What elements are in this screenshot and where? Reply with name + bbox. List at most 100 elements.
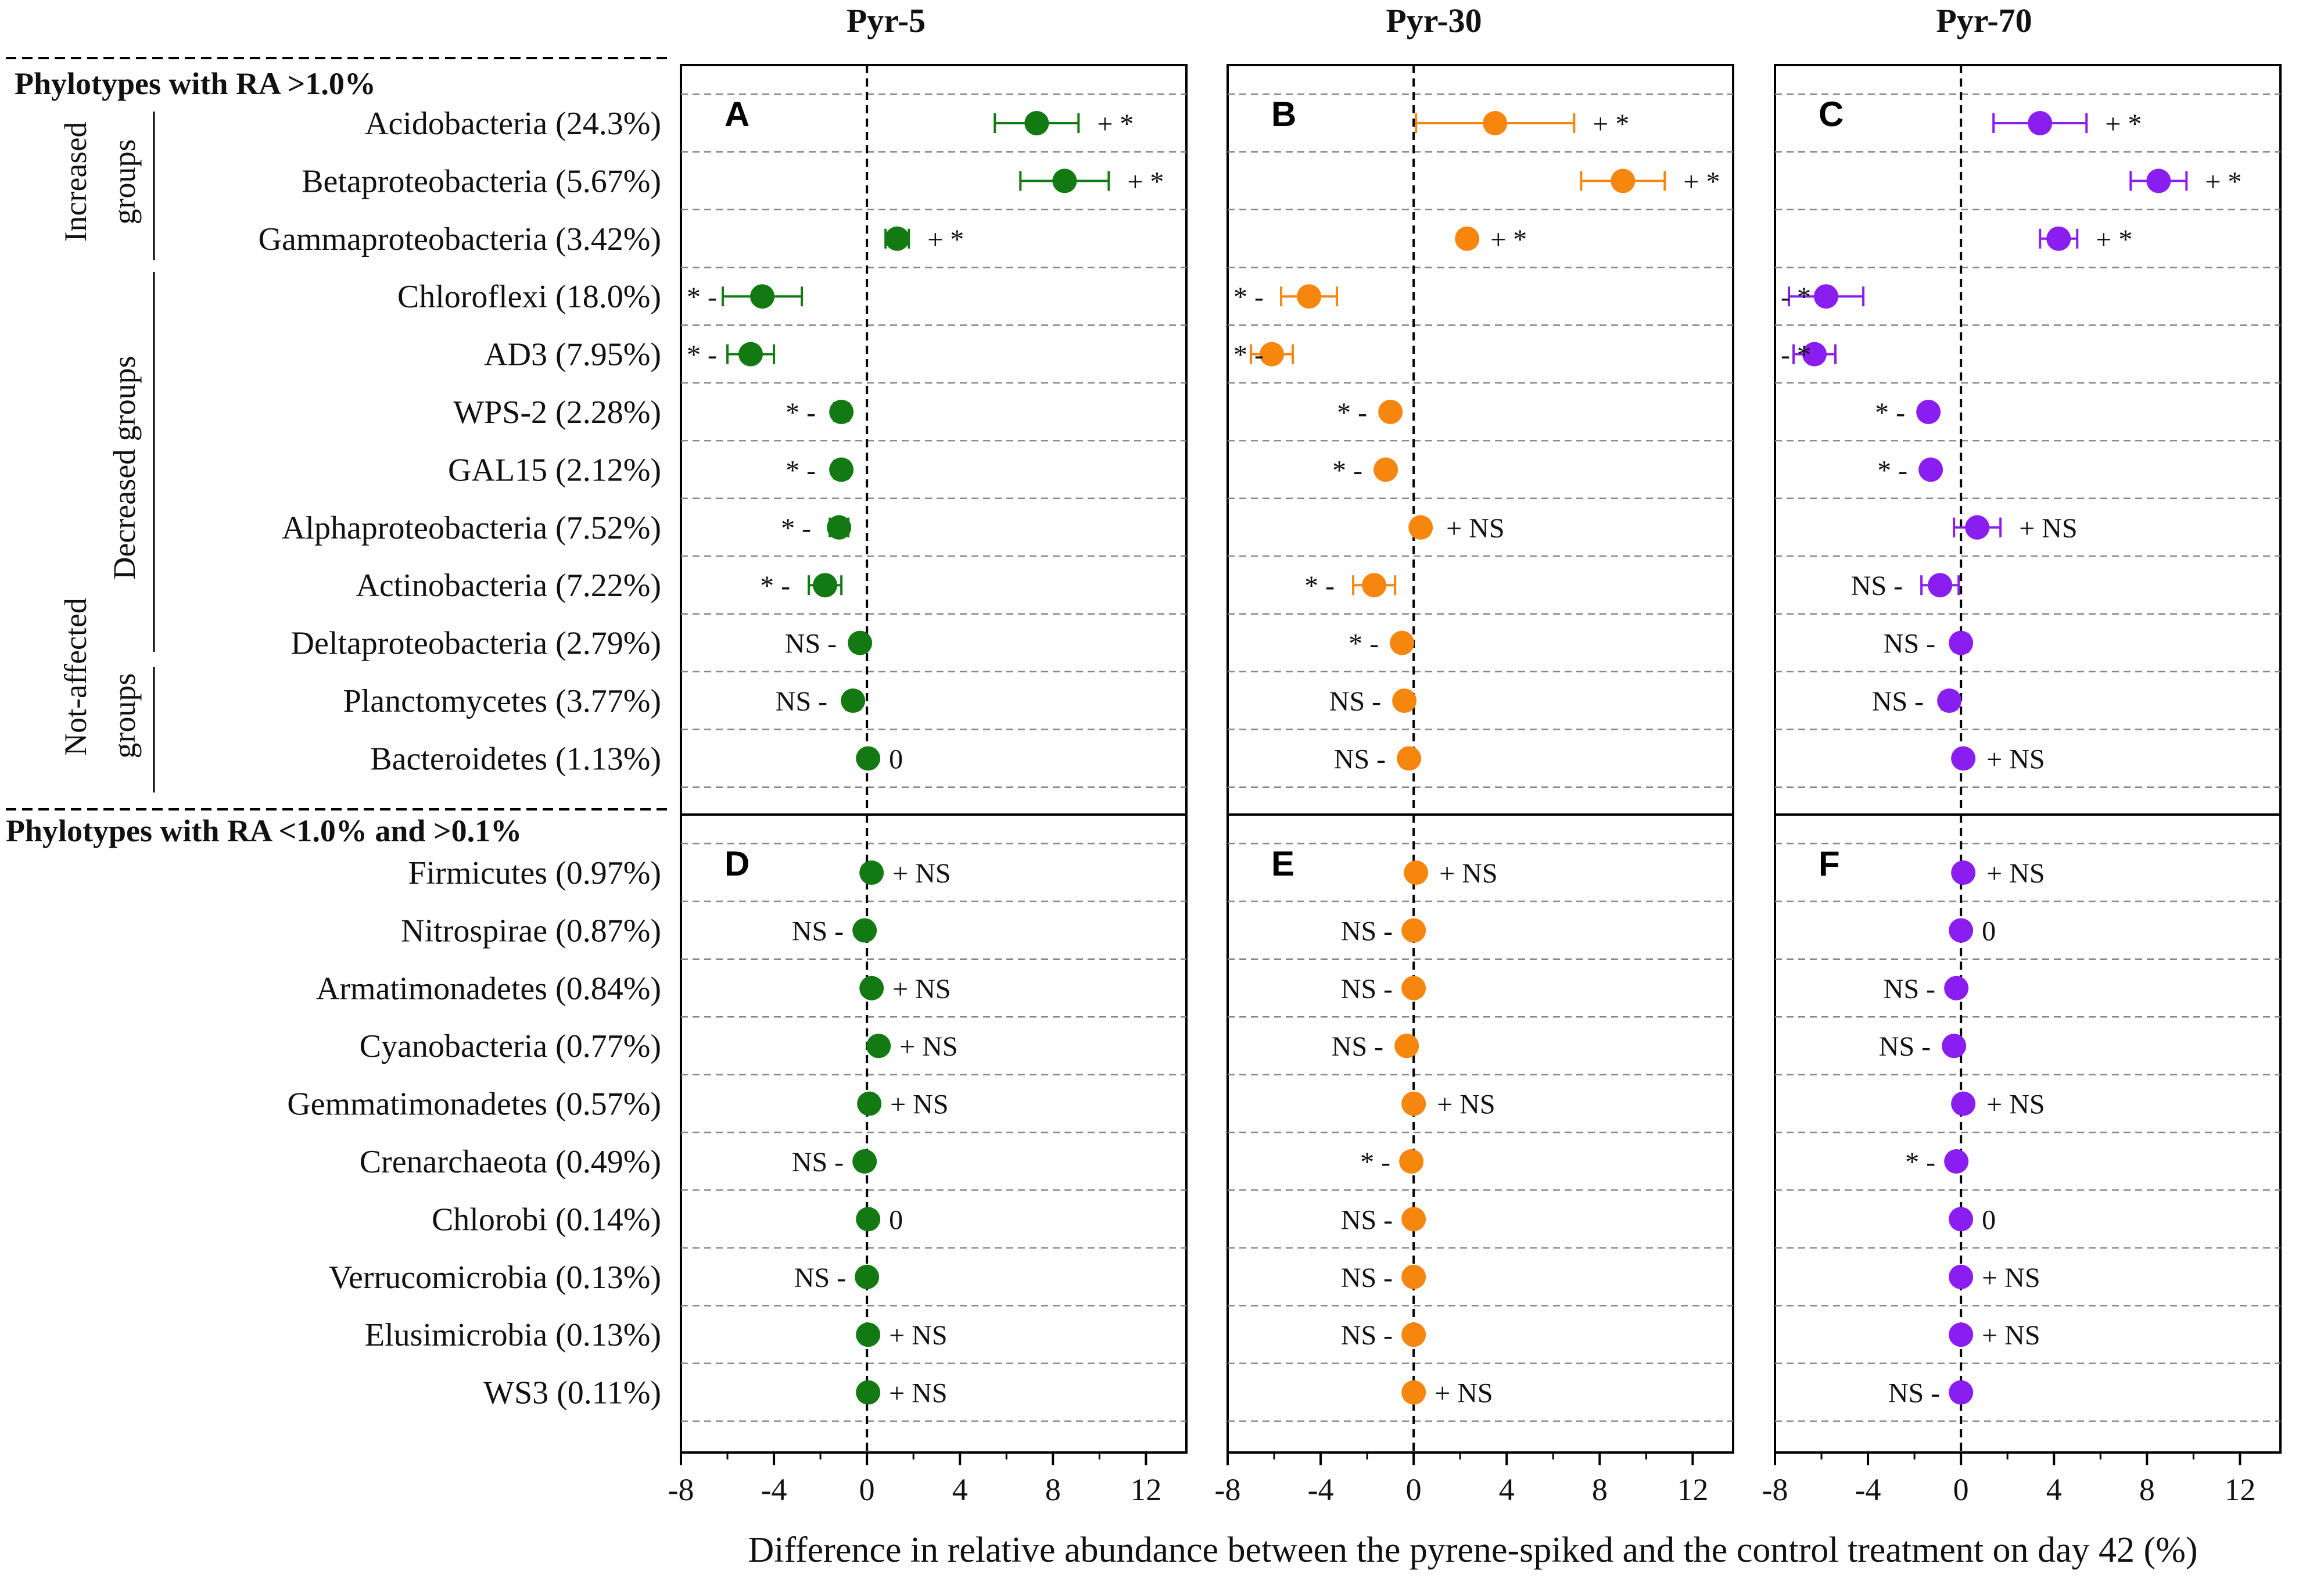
row-label-nitrospirae: Nitrospirae (0.87%) (401, 913, 661, 949)
significance-actinobacteria: NS - (1851, 571, 1903, 601)
row-label-gal15: GAL15 (2.12%) (448, 452, 661, 488)
point-actinobacteria (1362, 573, 1387, 598)
point-planctomycetes (841, 688, 866, 713)
point-crenarchaeota (852, 1149, 877, 1174)
significance-gal15: * - (1332, 455, 1362, 486)
point-wps-2 (829, 400, 854, 424)
point-gal15 (829, 457, 854, 482)
x-axis-pyr-30: -8 -4 0 4 8 12 (1215, 1453, 1708, 1507)
group-label-increased-line2: groups (107, 139, 142, 225)
significance-chlorobi: 0 (889, 1204, 903, 1235)
significance-crenarchaeota: * - (1905, 1147, 1935, 1178)
point-acidobacteria (2028, 111, 2053, 135)
significance-firmicutes: + NS (1986, 858, 2045, 889)
row-label-cyanobacteria: Cyanobacteria (0.77%) (360, 1028, 661, 1064)
point-gemmatimonadetes (1401, 1091, 1426, 1116)
row-label-firmicutes: Firmicutes (0.97%) (408, 855, 661, 891)
row-label-acidobacteria: Acidobacteria (24.3%) (365, 106, 661, 142)
point-wps-2 (1916, 400, 1941, 424)
x-tick-label: -8 (1762, 1472, 1788, 1507)
point-chlorobi (1401, 1207, 1426, 1232)
significance-ws3: NS - (1888, 1378, 1940, 1409)
point-acidobacteria (1024, 111, 1049, 135)
row-label-elusimicrobia: Elusimicrobia (0.13%) (365, 1317, 661, 1353)
point-firmicutes (859, 860, 884, 885)
row-label-crenarchaeota: Crenarchaeota (0.49%) (360, 1144, 661, 1180)
row-label-planctomycetes: Planctomycetes (3.77%) (343, 683, 661, 719)
point-deltaproteobacteria (1390, 630, 1415, 655)
panel-frame-e (1226, 813, 1734, 1454)
row-label-wps-2: WPS-2 (2.28%) (453, 395, 661, 431)
point-alphaproteobacteria (1408, 515, 1433, 540)
x-axes: -8 -4 0 4 8 12 -8 -4 0 4 8 12 -8 -4 0 4 8 12 (668, 1453, 2255, 1507)
row-label-chloroflexi: Chloroflexi (18.0%) (397, 279, 661, 315)
point-betaproteobacteria (2146, 168, 2171, 193)
point-deltaproteobacteria (848, 630, 873, 655)
significance-bacteroidetes: NS - (1334, 744, 1386, 774)
panel-label-e: E (1271, 844, 1294, 883)
column-title-pyr-5: Pyr-5 (847, 2, 926, 40)
point-elusimicrobia (1949, 1322, 1974, 1347)
point-deltaproteobacteria (1949, 630, 1974, 655)
column-title-pyr-70: Pyr-70 (1936, 2, 2032, 40)
significance-firmicutes: + NS (892, 858, 951, 889)
panel-label-f: F (1819, 844, 1840, 883)
x-axis-pyr-5: -8 -4 0 4 8 12 (668, 1453, 1161, 1507)
significance-cyanobacteria: + NS (899, 1031, 957, 1062)
point-ws3 (856, 1380, 881, 1405)
x-tick-label: 4 (2046, 1472, 2062, 1507)
point-cyanobacteria (1394, 1034, 1419, 1059)
x-tick-label: 12 (2224, 1472, 2255, 1507)
significance-gemmatimonadetes: + NS (1986, 1089, 2045, 1120)
point-verrucomicrobia (855, 1264, 880, 1289)
significance-actinobacteria: * - (1304, 571, 1335, 601)
significance-ws3: + NS (889, 1378, 947, 1409)
significance-armatimonadetes: NS - (1884, 974, 1935, 1005)
point-crenarchaeota (1944, 1149, 1969, 1174)
point-armatimonadetes (1401, 976, 1426, 1000)
row-label-bacteroidetes: Bacteroidetes (1.13%) (370, 741, 661, 777)
panel-frame-f (1774, 813, 2282, 1454)
significance-armatimonadetes: + NS (892, 974, 951, 1005)
significance-chloroflexi: * - (687, 282, 717, 313)
point-wps-2 (1378, 400, 1403, 424)
significance-crenarchaeota: * - (1360, 1147, 1390, 1178)
point-bacteroidetes (856, 746, 881, 771)
group-label-increased: Increased groups (58, 122, 142, 242)
panel-label-b: B (1271, 95, 1296, 134)
significance-ad3: * - (687, 340, 717, 371)
row-label-ad3: AD3 (7.95%) (484, 337, 661, 373)
row-label-actinobacteria: Actinobacteria (7.22%) (356, 568, 661, 604)
column-title-pyr-30: Pyr-30 (1386, 2, 1482, 40)
point-bacteroidetes (1951, 746, 1976, 771)
x-tick-label: 4 (1499, 1472, 1515, 1507)
point-chlorobi (856, 1207, 881, 1232)
significance-acidobacteria: + * (1097, 109, 1134, 139)
significance-elusimicrobia: + NS (1982, 1320, 2040, 1351)
section-header-upper: Phylotypes with RA >1.0% (15, 66, 376, 101)
significance-armatimonadetes: NS - (1341, 974, 1393, 1005)
group-label-not-affected-line2: groups (107, 673, 142, 759)
significance-chlorobi: NS - (1341, 1204, 1393, 1235)
x-tick-label: -8 (668, 1472, 694, 1507)
x-tick-label: -4 (761, 1472, 787, 1507)
point-gemmatimonadetes (857, 1091, 882, 1116)
significance-betaproteobacteria: + * (1683, 166, 1720, 197)
group-label-not-affected-line1: Not-affected (58, 598, 93, 756)
significance-wps-2: * - (1875, 397, 1905, 428)
x-tick-label: 12 (1677, 1472, 1708, 1507)
row-label-gemmatimonadetes: Gemmatimonadetes (0.57%) (287, 1086, 661, 1122)
significance-verrucomicrobia: + NS (1982, 1263, 2040, 1293)
x-tick-label: -4 (1308, 1472, 1334, 1507)
point-betaproteobacteria (1611, 168, 1636, 193)
significance-acidobacteria: + * (1593, 109, 1629, 139)
point-elusimicrobia (856, 1322, 881, 1347)
point-alphaproteobacteria (1965, 515, 1990, 540)
significance-gemmatimonadetes: + NS (890, 1089, 948, 1120)
point-gammaproteobacteria (1455, 226, 1480, 251)
x-axis-label: Difference in relative abundance between… (748, 1530, 2197, 1570)
x-tick-label: 0 (1406, 1472, 1422, 1507)
point-ad3 (1260, 342, 1285, 367)
point-actinobacteria (1928, 573, 1953, 598)
significance-gammaproteobacteria: + * (1490, 224, 1527, 255)
